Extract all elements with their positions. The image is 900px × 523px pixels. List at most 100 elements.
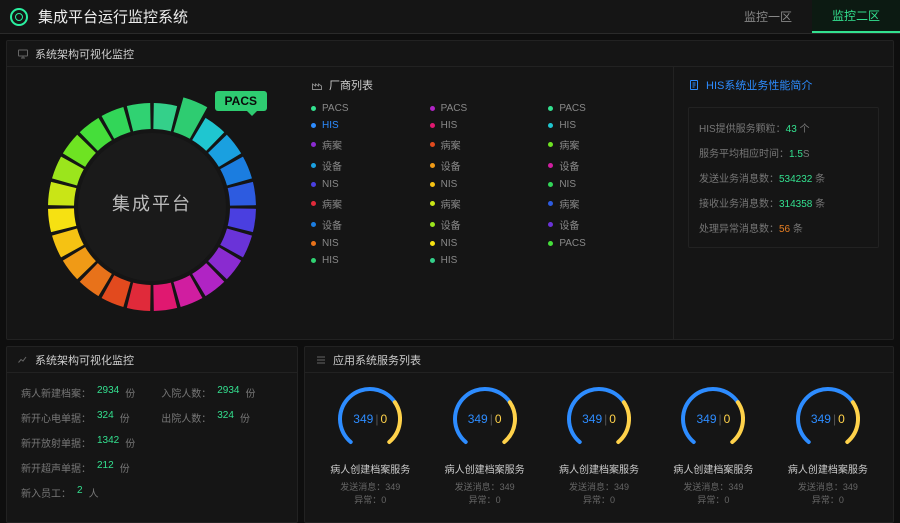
vendor-item-label: HIS bbox=[441, 255, 458, 266]
vendor-dot-icon bbox=[311, 142, 316, 147]
donut-segment[interactable] bbox=[228, 182, 256, 206]
donut-segment[interactable] bbox=[127, 103, 151, 131]
donut-segment[interactable] bbox=[153, 283, 177, 311]
vendor-item[interactable]: HIS bbox=[430, 120, 541, 131]
donut-segment[interactable] bbox=[48, 182, 76, 206]
vendor-item[interactable]: 设备 bbox=[548, 217, 659, 232]
vendor-item[interactable]: 病案 bbox=[430, 137, 541, 152]
header-tab-0[interactable]: 监控一区 bbox=[724, 0, 812, 33]
vendor-item[interactable]: NIS bbox=[430, 179, 541, 190]
header-tab-1[interactable]: 监控二区 bbox=[812, 0, 900, 33]
vendor-dot-icon bbox=[430, 182, 435, 187]
vendor-item[interactable]: HIS bbox=[430, 255, 541, 266]
vendor-item[interactable]: PACS bbox=[311, 103, 422, 114]
his-metric-value: 314358 bbox=[779, 199, 812, 210]
his-metric-label: HIS提供服务颗粒： bbox=[699, 124, 786, 135]
stat-unit: 份 bbox=[125, 385, 135, 400]
panel-services: 应用系统服务列表 349|0病人创建档案服务 发送消息：349 异常：0349|… bbox=[304, 346, 894, 523]
vendor-item[interactable]: HIS bbox=[311, 120, 422, 131]
stat-row: 入院人数：2934 份 bbox=[161, 385, 255, 400]
service-name: 病人创建档案服务 bbox=[660, 461, 766, 476]
stat-unit: 份 bbox=[246, 385, 256, 400]
his-metric-value: 534232 bbox=[779, 174, 812, 185]
his-metric-unit: 个 bbox=[797, 124, 810, 135]
his-metric-value: 56 bbox=[779, 224, 790, 235]
vendor-dot-icon bbox=[430, 201, 435, 206]
vendor-item[interactable]: 病案 bbox=[311, 196, 422, 211]
service-sent: 发送消息：349 bbox=[775, 480, 881, 493]
vendor-dot-icon bbox=[311, 201, 316, 206]
vendor-item-label: 病案 bbox=[322, 196, 342, 211]
gauge-value-a: 349 bbox=[582, 412, 602, 426]
stat-value: 2934 bbox=[217, 385, 239, 400]
vendor-item[interactable]: 设备 bbox=[311, 158, 422, 173]
service-name: 病人创建档案服务 bbox=[431, 461, 537, 476]
list-icon bbox=[315, 354, 327, 366]
stat-row: 新开超声单据：212 份 bbox=[21, 460, 135, 475]
vendor-item-label: PACS bbox=[441, 103, 468, 114]
vendor-item[interactable]: 病案 bbox=[548, 196, 659, 211]
donut-center-label: 集成平台 bbox=[112, 190, 192, 216]
stat-value: 2 bbox=[77, 485, 83, 500]
vendor-dot-icon bbox=[430, 123, 435, 128]
vendor-item[interactable]: NIS bbox=[311, 238, 422, 249]
his-performance: HIS系统业务性能简介 HIS提供服务颗粒：43 个服务平均相应时间：1.5S发… bbox=[673, 67, 893, 339]
service-card[interactable]: 349|0病人创建档案服务 发送消息：349 异常：0 bbox=[775, 383, 881, 512]
vendor-item-label: 设备 bbox=[441, 217, 461, 232]
service-card[interactable]: 349|0病人创建档案服务 发送消息：349 异常：0 bbox=[660, 383, 766, 512]
gauge-value-b: 0 bbox=[724, 412, 731, 426]
vendor-item[interactable]: 设备 bbox=[430, 217, 541, 232]
vendor-item[interactable]: HIS bbox=[311, 255, 422, 266]
service-card[interactable]: 349|0病人创建档案服务 发送消息：349 异常：0 bbox=[431, 383, 537, 512]
vendor-item[interactable]: PACS bbox=[548, 238, 659, 249]
stat-row: 新开心电单据：324 份 bbox=[21, 410, 135, 425]
his-metric-value: 43 bbox=[786, 124, 797, 135]
vendor-item[interactable]: 病案 bbox=[430, 196, 541, 211]
donut-segment[interactable] bbox=[48, 208, 76, 232]
vendor-item[interactable]: 设备 bbox=[311, 217, 422, 232]
stat-label: 病人新建档案： bbox=[21, 385, 91, 400]
vendor-item[interactable]: 病案 bbox=[548, 137, 659, 152]
his-metric-row: 处理异常消息数：56 条 bbox=[699, 220, 868, 235]
vendor-dot-icon bbox=[548, 182, 553, 187]
his-metric-unit: 条 bbox=[812, 174, 825, 185]
vendor-item[interactable]: 病案 bbox=[311, 137, 422, 152]
vendor-item[interactable]: NIS bbox=[430, 238, 541, 249]
vendor-item[interactable]: PACS bbox=[548, 103, 659, 114]
vendor-item[interactable]: HIS bbox=[548, 120, 659, 131]
donut-segment[interactable] bbox=[127, 283, 151, 311]
his-metric-label: 接收业务消息数： bbox=[699, 199, 779, 210]
his-metric-label: 发送业务消息数： bbox=[699, 174, 779, 185]
vendor-item[interactable]: NIS bbox=[548, 179, 659, 190]
vendor-item[interactable]: 设备 bbox=[430, 158, 541, 173]
his-metric-row: 接收业务消息数：314358 条 bbox=[699, 195, 868, 210]
donut-badge[interactable]: PACS bbox=[215, 91, 267, 111]
donut-segment[interactable] bbox=[153, 103, 177, 131]
donut-chart: 集成平台 PACS bbox=[7, 67, 297, 339]
vendor-dot-icon bbox=[430, 222, 435, 227]
logo-icon bbox=[10, 8, 28, 26]
his-metric-label: 处理异常消息数： bbox=[699, 224, 779, 235]
stat-label: 新开心电单据： bbox=[21, 410, 91, 425]
vendor-item[interactable]: 设备 bbox=[548, 158, 659, 173]
vendor-dot-icon bbox=[311, 241, 316, 246]
gauge-value-a: 349 bbox=[468, 412, 488, 426]
gauge-value-a: 349 bbox=[353, 412, 373, 426]
service-gauge: 349|0 bbox=[677, 383, 749, 455]
vendor-dot-icon bbox=[548, 222, 553, 227]
vendor-dot-icon bbox=[548, 123, 553, 128]
donut-segment[interactable] bbox=[228, 208, 256, 232]
service-error: 异常：0 bbox=[431, 493, 537, 506]
service-card[interactable]: 349|0病人创建档案服务 发送消息：349 异常：0 bbox=[546, 383, 652, 512]
his-performance-title: HIS系统业务性能简介 bbox=[706, 77, 812, 93]
vendor-item[interactable]: PACS bbox=[430, 103, 541, 114]
vendor-item-label: HIS bbox=[559, 120, 576, 131]
app-title: 集成平台运行监控系统 bbox=[38, 6, 724, 27]
vendor-item-label: 设备 bbox=[322, 217, 342, 232]
vendor-item[interactable]: NIS bbox=[311, 179, 422, 190]
service-sent: 发送消息：349 bbox=[546, 480, 652, 493]
service-error: 异常：0 bbox=[660, 493, 766, 506]
service-sent: 发送消息：349 bbox=[431, 480, 537, 493]
vendor-item-label: 病案 bbox=[559, 137, 579, 152]
service-card[interactable]: 349|0病人创建档案服务 发送消息：349 异常：0 bbox=[317, 383, 423, 512]
